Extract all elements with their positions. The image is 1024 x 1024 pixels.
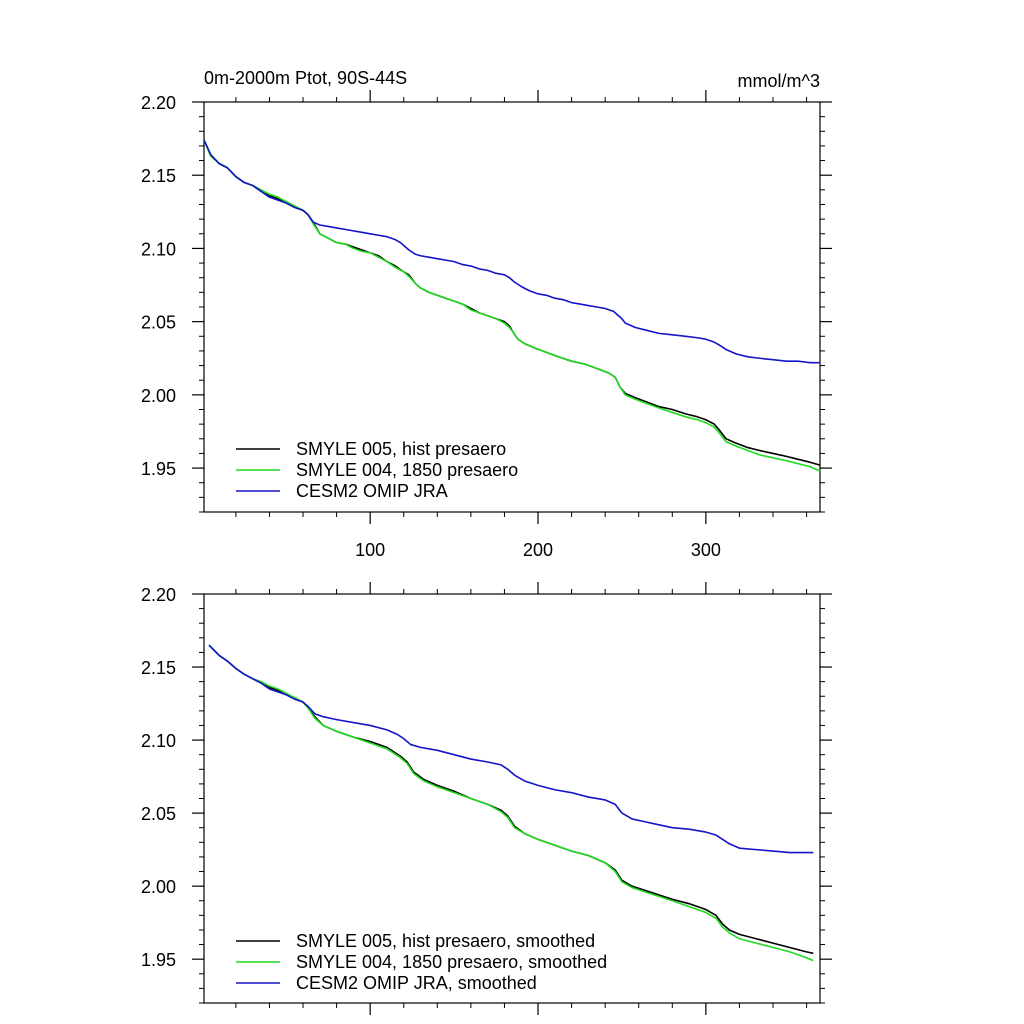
y-tick-label: 1.95 bbox=[141, 459, 176, 479]
series-line-cesm2-omip bbox=[203, 139, 820, 364]
y-tick-label: 2.20 bbox=[141, 93, 176, 113]
y-tick-label: 2.05 bbox=[141, 313, 176, 333]
series-line-smyle-004 bbox=[208, 644, 814, 962]
chart-title: 0m-2000m Ptot, 90S-44S bbox=[204, 68, 407, 88]
legend-label-smyle-005: SMYLE 005, hist presaero bbox=[296, 439, 506, 459]
x-tick-label: 100 bbox=[355, 540, 385, 560]
y-tick-label: 2.20 bbox=[141, 585, 176, 605]
y-tick-label: 2.05 bbox=[141, 804, 176, 824]
legend-label-smyle-005: SMYLE 005, hist presaero, smoothed bbox=[296, 931, 595, 951]
series-line-smyle-004 bbox=[203, 139, 821, 472]
units-label: mmol/m^3 bbox=[738, 71, 820, 91]
legend: SMYLE 005, hist presaero, smoothedSMYLE … bbox=[236, 931, 607, 993]
legend-label-cesm2-omip: CESM2 OMIP JRA bbox=[296, 481, 448, 501]
x-tick-label: 300 bbox=[691, 540, 721, 560]
x-tick-label: 200 bbox=[523, 540, 553, 560]
y-tick-label: 2.00 bbox=[141, 386, 176, 406]
major-ticks bbox=[192, 582, 832, 1015]
series-line-smyle-005 bbox=[208, 644, 814, 955]
y-tick-label: 2.10 bbox=[141, 731, 176, 751]
top-panel: 100 200 300 1.95 2.00 2.05 2.10 2.15 2.20 SMYLE 0… bbox=[141, 90, 832, 560]
legend-label-smyle-004: SMYLE 004, 1850 presaero, smoothed bbox=[296, 952, 607, 972]
major-ticks bbox=[192, 90, 832, 524]
series-line-smyle-005 bbox=[203, 139, 821, 466]
y-tick-label: 2.00 bbox=[141, 877, 176, 897]
series-line-cesm2-omip bbox=[208, 644, 814, 854]
y-tick-label: 1.95 bbox=[141, 950, 176, 970]
minor-ticks bbox=[199, 97, 825, 517]
y-tick-label: 2.15 bbox=[141, 166, 176, 186]
minor-ticks bbox=[199, 589, 825, 1008]
bottom-panel: 1.95 2.00 2.05 2.10 2.15 2.20 SMYLE 005, hist … bbox=[141, 582, 832, 1015]
legend-label-cesm2-omip: CESM2 OMIP JRA, smoothed bbox=[296, 973, 537, 993]
y-tick-label: 2.15 bbox=[141, 658, 176, 678]
y-tick-label: 2.10 bbox=[141, 239, 176, 259]
legend-label-smyle-004: SMYLE 004, 1850 presaero bbox=[296, 460, 518, 480]
